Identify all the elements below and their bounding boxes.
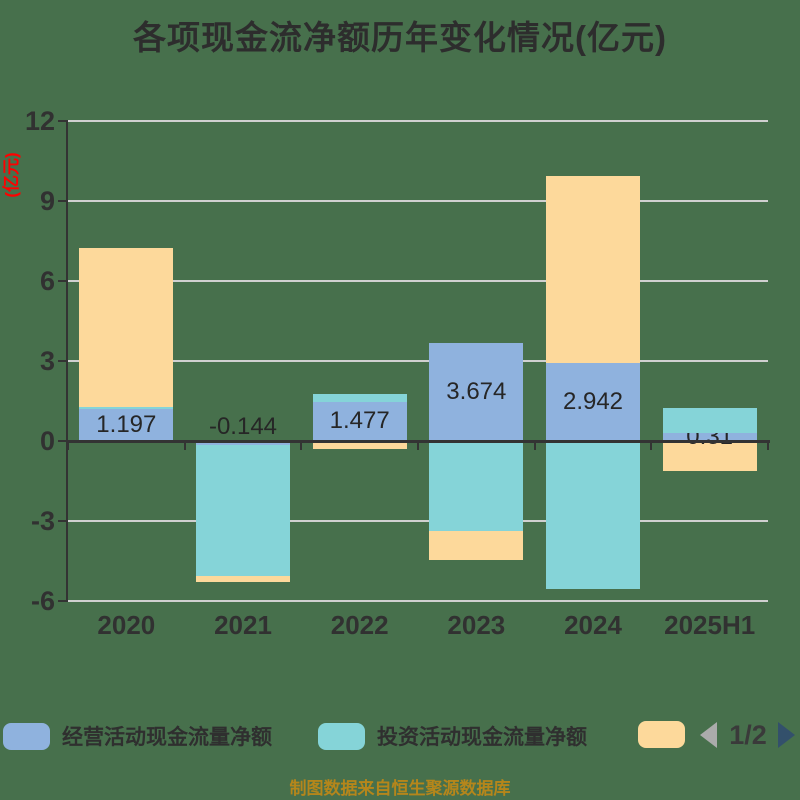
x-axis-tick [650,441,653,450]
x-axis-label-2021: 2021 [214,610,272,640]
y-axis-tick [58,519,68,522]
x-axis-label-2025H1: 2025H1 [664,610,756,640]
bar-segment-2023-series2[interactable] [429,530,524,560]
y-axis-tick-label: -6 [30,585,55,616]
bar-segment-2023-series0[interactable] [429,343,524,441]
x-axis-tick [67,441,69,450]
y-axis-tick-label: 0 [39,426,55,456]
y-axis-tick [58,200,68,203]
bar-segment-2020-series0[interactable] [79,409,174,441]
bar-segment-2020-series2[interactable] [79,248,174,407]
bar-segment-2022-series0[interactable] [312,401,407,441]
bar-value-label-2022: 1.477 [329,407,390,435]
y-axis-tick [58,360,68,363]
legend-item-investing[interactable]: 投资活动现金流量净额 [318,721,587,751]
legend-prev-page-arrow-icon[interactable] [700,722,717,748]
gridline-6 [68,280,768,283]
bar-segment-2025H1-series0[interactable] [662,432,757,441]
bar-segment-2021-series1[interactable] [196,444,290,576]
chart-title: 各项现金流净额历年变化情况(亿元) [133,19,667,56]
x-axis-label-2024: 2024 [564,610,622,640]
legend-item-operating[interactable]: 经营活动现金流量净额 [3,721,272,751]
y-axis-tick-label: 3 [39,346,55,377]
y-axis-tick-label: 6 [39,266,55,297]
x-axis-label-2023: 2023 [447,610,506,640]
x-axis-tick [533,441,536,450]
legend-label-operating: 经营活动现金流量净额 [62,726,272,749]
bar-segment-2024-series0[interactable] [546,362,640,441]
bar-value-label-2021: -0.144 [208,413,278,440]
bar-segment-2022-series2[interactable] [312,441,407,449]
legend-swatch-investing [318,722,365,750]
legend-item-financing[interactable] [638,721,685,748]
gridline-3 [68,360,768,363]
bar-segment-2021-series2[interactable] [196,575,290,583]
x-axis-tick [300,441,303,450]
gridline--6 [68,599,768,602]
y-axis-tick [58,599,68,602]
y-axis-tick [58,440,68,442]
data-source-note: 制图数据来自恒生聚源数据库 [289,779,511,798]
bar-segment-2020-series1[interactable] [79,406,174,410]
y-axis-tick [58,120,68,123]
y-axis-tick [58,280,68,283]
bar-segment-2025H1-series2[interactable] [662,441,757,472]
bar-segment-2024-series1[interactable] [546,441,640,589]
x-axis-tick [417,441,419,450]
y-axis-tick-label: 9 [39,186,55,217]
gridline-12 [68,120,768,123]
legend-page-indicator: 1/2 [729,720,767,750]
x-axis-tick [767,441,769,450]
bar-value-label-2024: 2.942 [562,387,624,415]
bar-segment-2023-series1[interactable] [429,441,524,531]
bar-segment-2022-series1[interactable] [312,394,407,402]
legend-swatch-financing [638,721,685,748]
y-axis-tick-label: 12 [24,106,55,137]
bar-value-label-2020: 1.197 [96,411,157,439]
gridline--3 [68,519,768,522]
gridline-9 [68,200,768,203]
x-axis-label-2022: 2022 [330,610,389,640]
bar-segment-2025H1-series1[interactable] [662,408,757,433]
y-axis-tick-label: -3 [30,505,55,536]
legend-swatch-operating [3,722,50,750]
legend-label-investing: 投资活动现金流量净额 [377,726,587,749]
x-axis-tick [183,441,186,450]
x-axis-label-2020: 2020 [97,610,156,640]
legend-next-page-arrow-icon[interactable] [778,722,795,748]
bar-value-label-2023: 3.674 [446,378,507,406]
bar-segment-2021-series0[interactable] [196,441,290,445]
bar-segment-2024-series2[interactable] [546,175,640,363]
